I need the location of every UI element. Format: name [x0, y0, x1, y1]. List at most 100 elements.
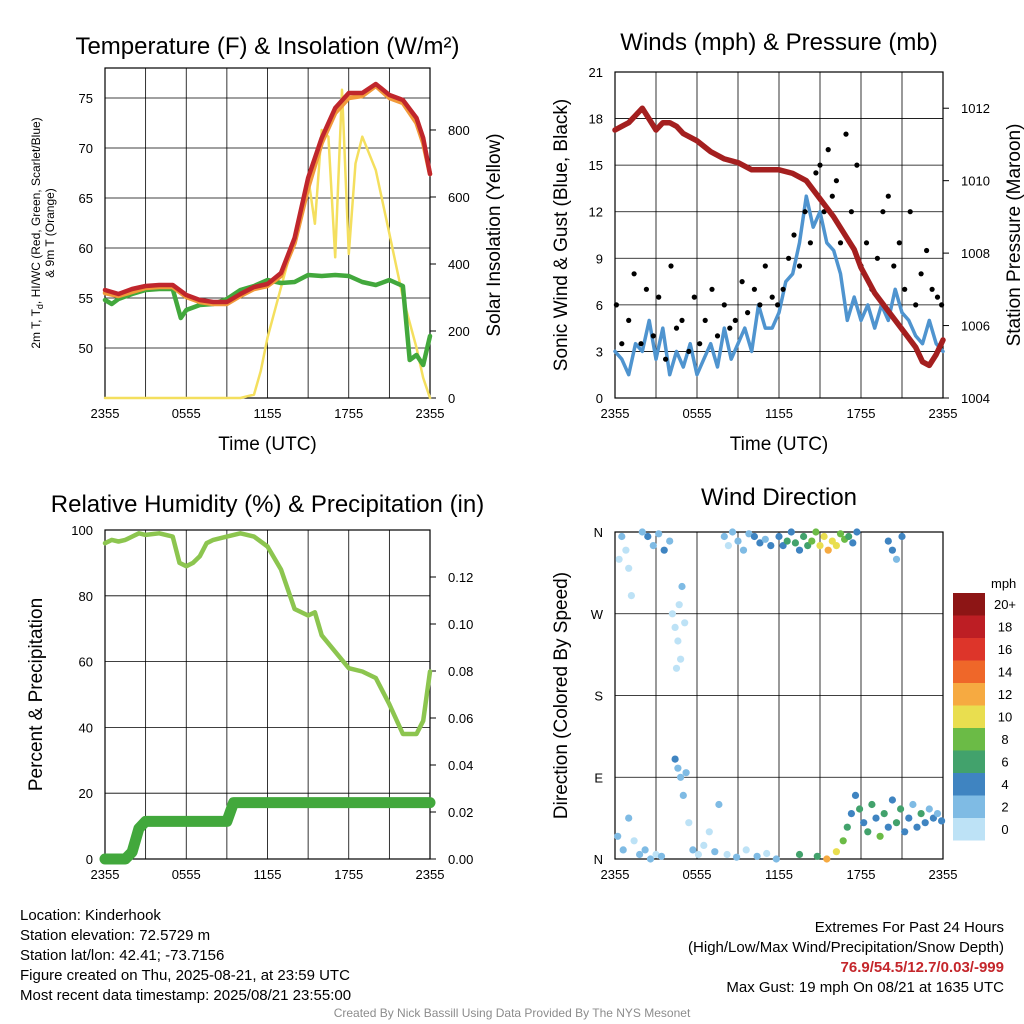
direction-point	[884, 537, 892, 545]
direction-point	[649, 542, 657, 550]
y2-tick-label: 0.04	[448, 758, 473, 773]
direction-point	[723, 850, 731, 859]
colorbar-label: 16	[998, 642, 1012, 657]
colorbar-swatch	[953, 728, 985, 751]
y-tick-label: 18	[589, 112, 603, 127]
direction-point	[791, 539, 800, 547]
x-tick-label: 2355	[91, 406, 120, 421]
direction-point	[913, 823, 921, 831]
y-tick-label: 9	[596, 251, 603, 266]
direction-point	[851, 791, 860, 800]
y-tick-label: 3	[596, 344, 603, 359]
x-axis-label: Time (UTC)	[218, 434, 317, 455]
direction-point	[644, 532, 652, 541]
y-tick-label: N	[594, 525, 603, 540]
y-tick-label: E	[594, 770, 603, 785]
direction-point	[733, 853, 741, 861]
direction-point	[672, 664, 681, 672]
direction-point	[864, 828, 872, 836]
y2-tick-label: 0.06	[448, 711, 473, 726]
direction-point	[795, 850, 804, 859]
y-tick-label: 75	[79, 91, 93, 106]
colorbar-swatch	[953, 615, 985, 638]
gust-point	[638, 341, 644, 347]
gust-point	[863, 240, 870, 246]
gust-point	[902, 286, 908, 292]
y2-tick-label: 1012	[961, 101, 990, 116]
y-axis-label-part: 2m T, T	[29, 308, 43, 348]
gust-point	[626, 317, 632, 323]
gust-point	[802, 209, 808, 215]
gust-point	[686, 348, 692, 354]
y-tick-label: N	[594, 852, 603, 867]
gust-point	[791, 232, 797, 238]
x-tick-label: 1755	[847, 406, 876, 421]
colorbar-swatch	[953, 818, 985, 841]
extremes-title: Extremes For Past 24 Hours	[814, 919, 1004, 936]
colorbar-label: 20+	[994, 597, 1016, 612]
x-tick-label: 2355	[929, 406, 958, 421]
direction-point	[724, 542, 733, 550]
y-tick-label: W	[591, 607, 604, 622]
colorbar-swatch	[953, 660, 985, 683]
direction-point	[800, 532, 808, 541]
direction-point	[700, 841, 708, 850]
direction-point	[812, 528, 820, 536]
direction-point	[753, 852, 761, 860]
gust-point	[786, 255, 792, 261]
direction-point	[763, 849, 771, 858]
gust-point	[727, 325, 733, 331]
x-tick-label: 1155	[765, 406, 793, 421]
gust-point	[891, 263, 897, 269]
location-text: Location: Kinderhook	[20, 907, 161, 924]
y2-tick-label: 1006	[961, 319, 990, 334]
y-tick-label: 40	[79, 720, 93, 735]
direction-point	[839, 837, 847, 845]
gust-point	[691, 294, 697, 300]
gust-point	[939, 302, 945, 308]
series-relative-humidity	[102, 531, 433, 737]
gust-point	[780, 286, 786, 292]
colorbar-swatch	[953, 705, 985, 728]
direction-point	[615, 555, 623, 563]
credit-text: Created By Nick Bassill Using Data Provi…	[333, 1006, 691, 1020]
y2-tick-label: 800	[448, 123, 470, 138]
direction-point	[872, 814, 880, 822]
direction-point	[772, 855, 780, 863]
gust-point	[880, 209, 886, 215]
direction-point	[666, 537, 674, 545]
y-tick-label: S	[594, 689, 603, 704]
y-tick-label: 21	[589, 65, 603, 80]
direction-point	[679, 791, 687, 800]
y2-tick-label: 600	[448, 190, 470, 205]
y2-tick-label: 1008	[961, 246, 990, 261]
gust-point	[829, 193, 835, 199]
direction-point	[925, 805, 933, 813]
direction-point	[843, 823, 851, 831]
direction-point	[847, 810, 856, 818]
y2-tick-label: 0.12	[448, 570, 473, 585]
direction-point	[845, 532, 853, 541]
direction-point	[655, 530, 663, 538]
gust-point	[837, 240, 844, 246]
y2-axis-label: Solar Insolation (Yellow)	[484, 133, 505, 336]
direction-point	[921, 819, 929, 827]
series-solar-insolation	[103, 88, 432, 400]
direction-point	[787, 528, 795, 536]
direction-point	[832, 848, 841, 856]
y-axis-label: Sonic Wind & Gust (Blue, Black)	[551, 99, 572, 371]
gust-point	[934, 294, 941, 300]
direction-point	[756, 539, 764, 547]
direction-point	[627, 592, 636, 600]
direction-point	[677, 773, 685, 781]
direction-point	[905, 814, 913, 822]
chart-title: Relative Humidity (%) & Precipitation (i…	[51, 491, 484, 518]
gust-point	[668, 263, 674, 269]
direction-point	[685, 819, 693, 827]
x-tick-label: 1755	[334, 867, 363, 882]
gust-point	[757, 302, 763, 308]
direction-point	[678, 582, 686, 591]
direction-point	[614, 832, 622, 840]
